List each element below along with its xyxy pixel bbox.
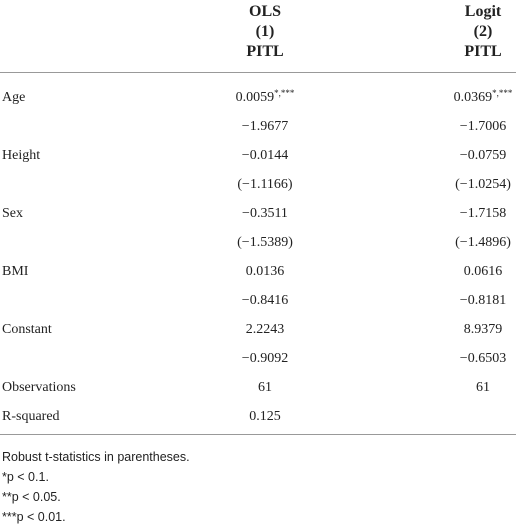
cell: −0.8416 <box>242 292 288 310</box>
cell: −0.8181 <box>460 292 506 310</box>
bottom-rule <box>0 434 516 435</box>
cell: −0.9092 <box>242 350 288 368</box>
row-label: Observations <box>2 380 76 395</box>
cell-value: −0.8416 <box>241 293 289 308</box>
cell-value: −0.3511 <box>242 206 288 221</box>
row-label: BMI <box>2 264 29 279</box>
cell-value: 2.2243 <box>245 322 285 337</box>
cell: 0.0059*,*** <box>236 89 295 107</box>
note: *p < 0.1. <box>2 470 49 484</box>
row-label: R-squared <box>2 409 60 424</box>
header-rule <box>0 72 516 73</box>
cell: −1.7158 <box>460 205 506 223</box>
cell-value: −1.7158 <box>459 206 507 221</box>
cell-value: 0.0369 <box>453 90 493 105</box>
row-label: Constant <box>2 322 52 337</box>
column-header: (2) <box>473 23 493 40</box>
cell: 0.0369*,*** <box>454 89 513 107</box>
cell-value: (−1.0254) <box>455 177 511 192</box>
cell: 0.0616 <box>464 263 503 281</box>
cell: 61 <box>258 379 272 397</box>
row-label: Sex <box>2 206 23 221</box>
cell-value: −0.6503 <box>459 351 507 366</box>
cell-value: −1.9677 <box>241 119 289 134</box>
row-label: Age <box>2 90 26 105</box>
note: **p < 0.05. <box>2 490 61 504</box>
cell: −1.7006 <box>460 118 506 136</box>
cell: (−1.4896) <box>455 234 511 252</box>
cell-value: −0.0144 <box>241 148 289 163</box>
cell-value: −0.8181 <box>459 293 507 308</box>
cell: −0.0759 <box>460 147 506 165</box>
row-label: Height <box>2 148 41 163</box>
cell-value: (−1.4896) <box>455 235 511 250</box>
cell-value: −1.7006 <box>459 119 507 134</box>
column-header: Logit <box>464 3 502 20</box>
cell-value: 0.0616 <box>463 264 503 279</box>
cell-value: 0.0136 <box>245 264 285 279</box>
cell-value: 61 <box>258 380 272 395</box>
cell-value: −0.0759 <box>459 148 507 163</box>
column-header: PITL <box>246 43 284 60</box>
cell-value: −0.9092 <box>241 351 289 366</box>
note: ***p < 0.01. <box>2 510 66 524</box>
cell-value: 0.125 <box>249 409 281 424</box>
cell-value: 0.0059 <box>235 90 275 105</box>
cell: 2.2243 <box>246 321 285 339</box>
note: Robust t-statistics in parentheses. <box>2 450 190 464</box>
cell-value: (−1.5389) <box>237 235 293 250</box>
cell: (−1.0254) <box>455 176 511 194</box>
cell: −0.3511 <box>242 205 288 223</box>
cell-value: 61 <box>476 380 490 395</box>
cell: 0.0136 <box>246 263 285 281</box>
cell: 61 <box>476 379 490 397</box>
cell: 0.125 <box>249 408 281 426</box>
column-header: (1) <box>255 23 275 40</box>
cell: (−1.5389) <box>237 234 293 252</box>
cell: −0.6503 <box>460 350 506 368</box>
significance: *,*** <box>274 88 295 98</box>
cell-value: (−1.1166) <box>237 177 293 192</box>
cell: −1.9677 <box>242 118 288 136</box>
cell: −0.0144 <box>242 147 288 165</box>
cell-value: 8.9379 <box>463 322 503 337</box>
column-header: OLS <box>248 3 282 20</box>
cell: 8.9379 <box>464 321 503 339</box>
cell: (−1.1166) <box>237 176 292 194</box>
column-header: PITL <box>464 43 502 60</box>
significance: *,*** <box>492 88 513 98</box>
